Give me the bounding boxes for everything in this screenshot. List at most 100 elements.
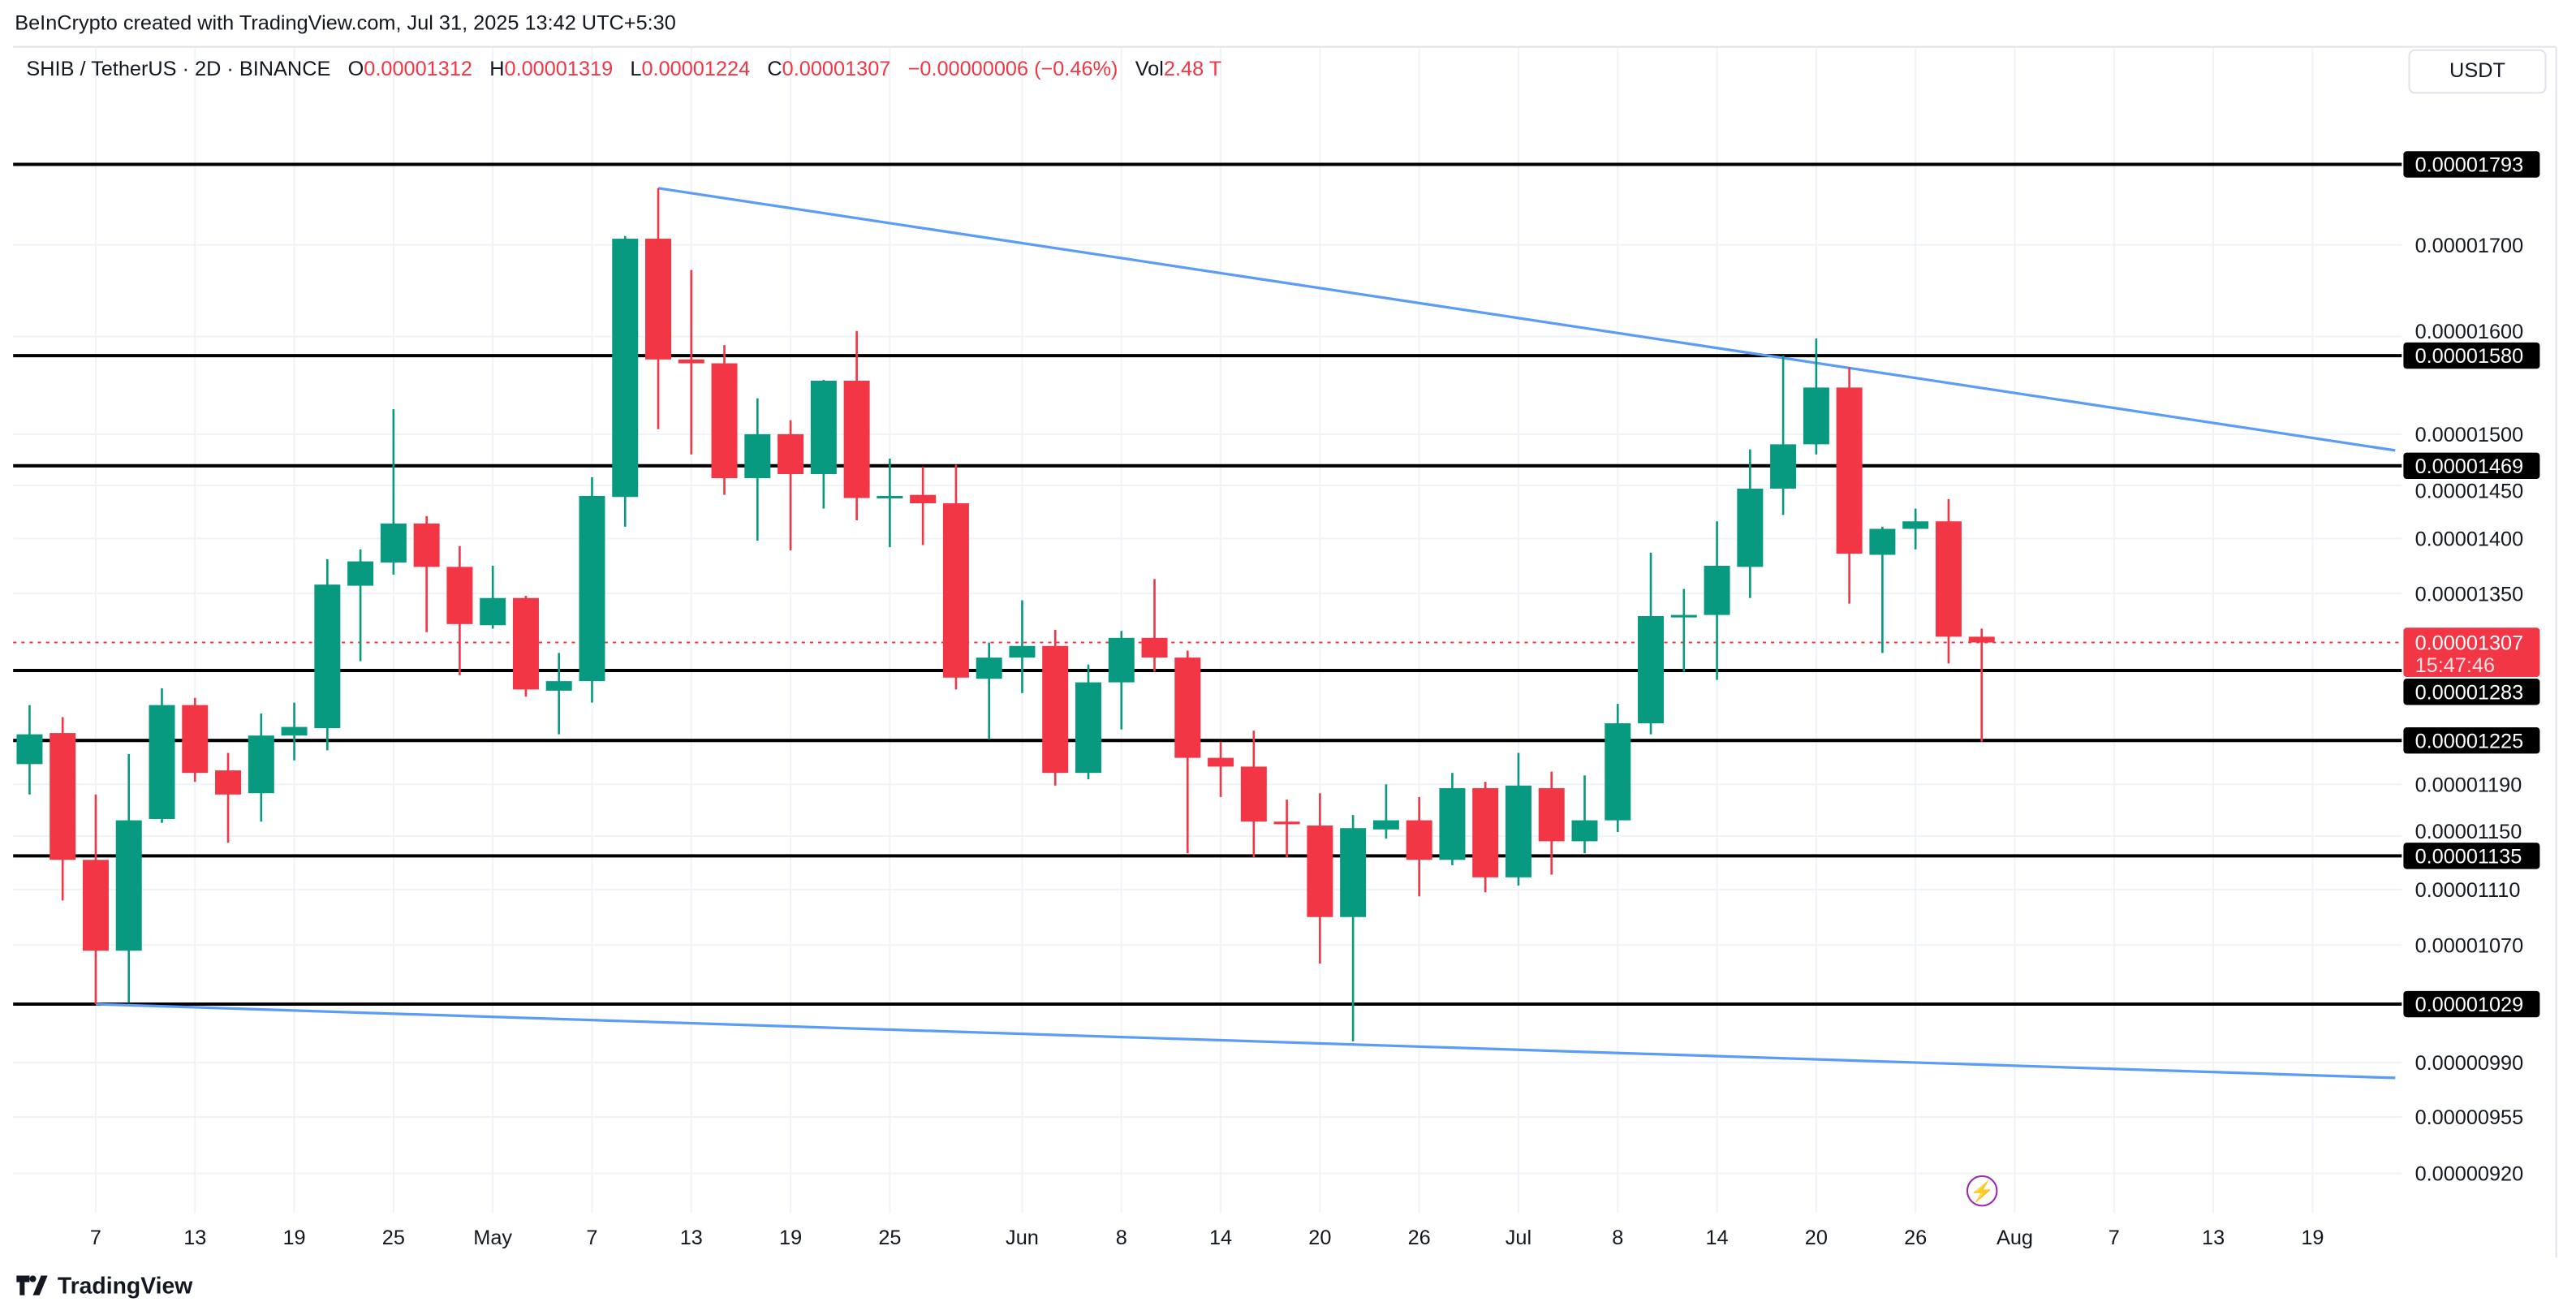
candle[interactable]: [1505, 752, 1531, 886]
candle[interactable]: [1638, 552, 1665, 735]
candle[interactable]: [1571, 775, 1598, 854]
candle[interactable]: [1737, 449, 1764, 598]
candle[interactable]: [314, 558, 341, 751]
candle-body: [215, 770, 242, 795]
candle[interactable]: [446, 545, 473, 675]
candle[interactable]: [281, 702, 308, 761]
time-tick-label: 13: [2202, 1227, 2225, 1249]
symbol-title[interactable]: SHIB / TetherUS · 2D · BINANCE: [26, 57, 331, 81]
candle-body: [1075, 682, 1101, 774]
price-tick-label: 0.00001150: [2415, 821, 2522, 843]
time-tick-label: 13: [680, 1227, 703, 1249]
candle[interactable]: [1439, 773, 1466, 865]
candle[interactable]: [810, 379, 837, 509]
candle[interactable]: [1141, 579, 1168, 672]
low-value: 0.00001224: [641, 57, 751, 81]
candle[interactable]: [1273, 800, 1300, 858]
candle[interactable]: [678, 269, 704, 455]
candle[interactable]: [843, 330, 870, 520]
candle[interactable]: [215, 752, 242, 843]
time-tick-label: Jul: [1506, 1227, 1531, 1249]
candle[interactable]: [1803, 338, 1829, 455]
candle-body: [1472, 787, 1499, 877]
price-tick-label: 0.00000920: [2415, 1163, 2524, 1186]
candle[interactable]: [1770, 356, 1797, 515]
candle[interactable]: [512, 595, 539, 697]
high-value: 0.00001319: [504, 57, 614, 81]
trendline[interactable]: [95, 1002, 2396, 1080]
candle[interactable]: [1902, 508, 1929, 550]
candle[interactable]: [1372, 784, 1399, 839]
candle[interactable]: [1009, 600, 1036, 693]
tradingview-logo-text: TradingView: [57, 1272, 193, 1299]
candle[interactable]: [16, 705, 43, 795]
candle[interactable]: [82, 794, 109, 1005]
candle-body: [16, 734, 43, 765]
close-value: 0.00001307: [782, 57, 891, 81]
candle[interactable]: [1340, 815, 1367, 1041]
candle[interactable]: [545, 653, 572, 735]
candle[interactable]: [942, 464, 969, 690]
candle[interactable]: [480, 566, 506, 629]
candle[interactable]: [50, 717, 76, 901]
candle[interactable]: [1605, 704, 1631, 833]
candle[interactable]: [1208, 741, 1234, 797]
candle[interactable]: [1240, 731, 1267, 858]
candle-body: [1042, 645, 1069, 774]
candle[interactable]: [149, 688, 175, 823]
candle[interactable]: [1968, 628, 1995, 742]
candle[interactable]: [1042, 629, 1069, 786]
time-tick-label: 7: [90, 1227, 101, 1249]
change-value: −0.00000006 (−0.46%): [907, 57, 1118, 81]
candle[interactable]: [1836, 367, 1863, 604]
candle[interactable]: [877, 458, 903, 548]
candle[interactable]: [413, 515, 440, 632]
candle-body: [579, 495, 605, 682]
candle[interactable]: [612, 235, 639, 527]
candle[interactable]: [1174, 650, 1201, 854]
candle[interactable]: [248, 714, 274, 822]
candle[interactable]: [380, 409, 407, 575]
candle[interactable]: [1869, 526, 1896, 653]
time-tick-label: 19: [283, 1227, 306, 1249]
time-tick-label: 14: [1209, 1227, 1232, 1249]
candle-body: [1141, 637, 1168, 658]
candle[interactable]: [744, 398, 771, 541]
candle-body: [678, 359, 704, 364]
level-price-label: 0.00001469: [2415, 455, 2524, 478]
candle[interactable]: [711, 345, 738, 495]
candle-body: [612, 239, 639, 498]
currency-button[interactable]: USDT: [2408, 49, 2547, 94]
candle[interactable]: [1670, 589, 1697, 672]
candle-body: [1340, 828, 1367, 917]
price-tick-label: 0.00001400: [2415, 528, 2524, 551]
candle[interactable]: [182, 697, 209, 783]
candle[interactable]: [1935, 498, 1962, 664]
candle[interactable]: [579, 476, 605, 703]
candle[interactable]: [645, 188, 672, 429]
candle[interactable]: [976, 642, 1002, 739]
time-axis: 7 13 19 25 May 7 13 19 25 Jun 8 14 20 26 Jul 8 14 20 26 Aug…: [90, 1227, 2324, 1249]
candle[interactable]: [1538, 771, 1565, 875]
candle[interactable]: [1307, 793, 1333, 964]
candle-body: [1737, 488, 1764, 567]
candle[interactable]: [1108, 631, 1135, 730]
candle[interactable]: [1704, 521, 1730, 680]
candle[interactable]: [1075, 664, 1101, 779]
trendline[interactable]: [657, 187, 2396, 452]
candle[interactable]: [1406, 796, 1432, 897]
candle-body: [1968, 636, 1995, 643]
candle-body: [1836, 387, 1863, 554]
time-tick-label: 8: [1116, 1227, 1127, 1249]
candle[interactable]: [115, 754, 142, 1003]
candle[interactable]: [347, 549, 374, 662]
candle-body: [545, 681, 572, 691]
candle[interactable]: [778, 420, 804, 551]
high-label: H: [489, 57, 505, 81]
candle-body: [1273, 821, 1300, 825]
trendlines: [95, 187, 2396, 1080]
lightning-bolt-icon[interactable]: ⚡: [1966, 1175, 1998, 1207]
candle[interactable]: [910, 467, 937, 545]
candle[interactable]: [1472, 782, 1499, 893]
